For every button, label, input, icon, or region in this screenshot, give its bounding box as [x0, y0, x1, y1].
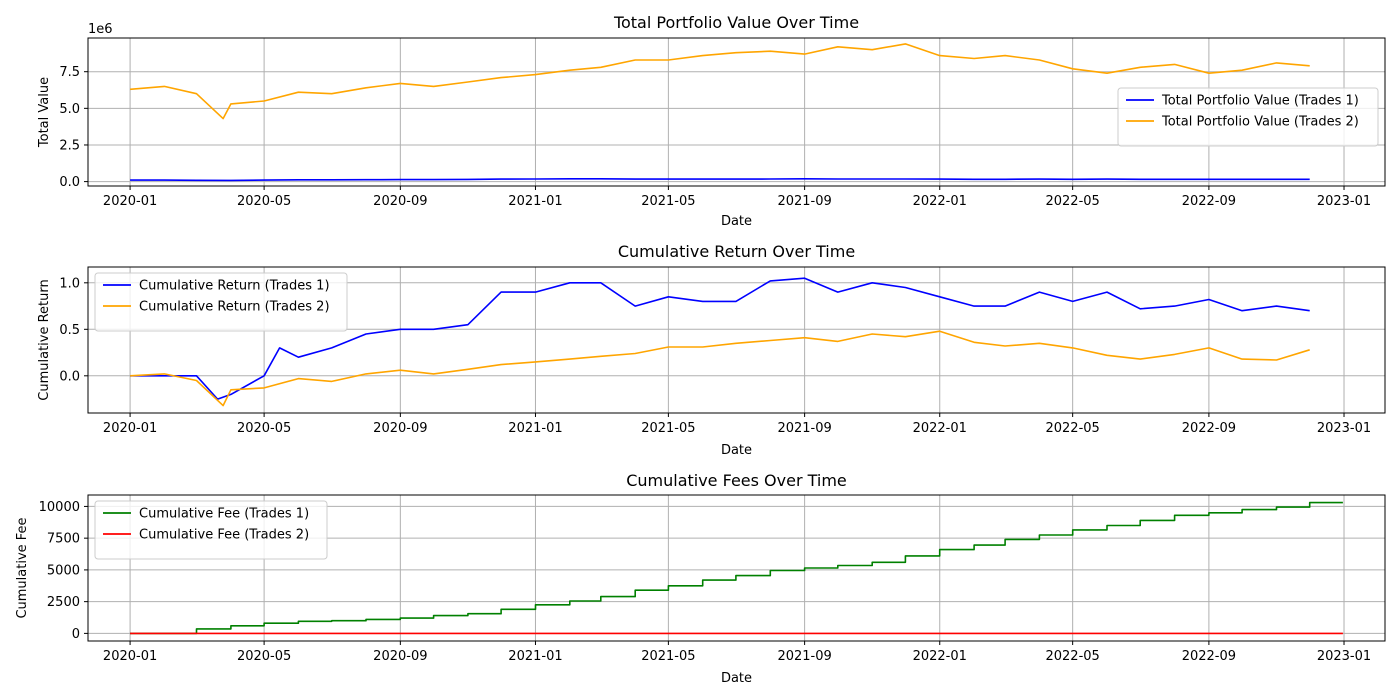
y-tick-label: 2.5: [59, 138, 80, 153]
x-tick-label: 2021-05: [641, 421, 695, 436]
chart-title: Cumulative Return Over Time: [618, 242, 855, 261]
subplot-cumulative-fees: Cumulative Fees Over Time 2020-01 2020-05…: [15, 471, 1386, 686]
y-tick-label: 7.5: [59, 65, 80, 80]
series-line-1: [130, 277, 1310, 400]
x-tick-label: 2021-05: [641, 649, 695, 664]
legend: Cumulative Return (Trades 1) Cumulative R…: [94, 272, 348, 332]
legend: Cumulative Fee (Trades 1) Cumulative Fee …: [94, 500, 328, 560]
y-ticks: 0 2500 5000 7500 10000: [39, 500, 88, 642]
y-tick-label: 5000: [47, 563, 80, 578]
x-axis-label: Date: [721, 214, 752, 229]
y-tick-label: 0.0: [59, 369, 80, 384]
x-tick-label: 2022-05: [1045, 194, 1099, 209]
y-ticks: 0.0 2.5 5.0 7.5: [59, 65, 88, 190]
x-tick-label: 2023-01: [1317, 194, 1371, 209]
y-tick-label: 0: [72, 627, 80, 642]
series-line-1: [130, 178, 1310, 182]
legend-box: [94, 500, 328, 560]
x-tick-label: 2023-01: [1317, 421, 1371, 436]
chart-title: Cumulative Fees Over Time: [626, 471, 847, 490]
legend-label: Cumulative Return (Trades 2): [139, 300, 330, 315]
series-line-2: [130, 330, 1310, 407]
x-tick-label: 2020-05: [237, 194, 291, 209]
chart-title: Total Portfolio Value Over Time: [613, 13, 859, 32]
series-line-2: [130, 43, 1310, 120]
x-tick-label: 2022-09: [1182, 421, 1236, 436]
axes-frame: [87, 494, 1386, 642]
y-offset-text: 1e6: [88, 22, 113, 37]
x-ticks: 2020-01 2020-05 2020-09 2021-01 2021-05 2021-…: [103, 413, 1371, 436]
x-tick-label: 2023-01: [1317, 649, 1371, 664]
y-tick-label: 0.5: [59, 323, 80, 338]
series-lines: [130, 277, 1310, 407]
x-tick-label: 2020-05: [237, 421, 291, 436]
legend-label: Total Portfolio Value (Trades 1): [1161, 94, 1359, 109]
x-tick-label: 2020-09: [373, 194, 427, 209]
y-tick-label: 10000: [39, 500, 80, 515]
x-tick-label: 2021-01: [508, 194, 562, 209]
x-tick-label: 2022-09: [1182, 649, 1236, 664]
x-tick-label: 2021-01: [508, 649, 562, 664]
legend-box: [1117, 87, 1379, 147]
axes-frame: [87, 37, 1386, 187]
y-tick-label: 5.0: [59, 102, 80, 117]
series-line-1: [130, 501, 1343, 635]
legend-box: [94, 272, 348, 332]
legend: Total Portfolio Value (Trades 1) Total Po…: [1117, 87, 1379, 147]
legend-label: Cumulative Fee (Trades 1): [139, 507, 309, 522]
legend-label: Cumulative Fee (Trades 2): [139, 528, 309, 543]
subplot-total-portfolio-value: Total Portfolio Value Over Time 1e6 2020…: [37, 13, 1386, 229]
x-ticks: 2020-01 2020-05 2020-09 2021-01 2021-05 2021-…: [103, 641, 1371, 664]
x-tick-label: 2020-09: [373, 649, 427, 664]
y-tick-label: 2500: [47, 595, 80, 610]
legend-label: Cumulative Return (Trades 1): [139, 279, 330, 294]
y-tick-label: 1.0: [59, 276, 80, 291]
y-axis-label: Cumulative Fee: [15, 517, 30, 618]
x-tick-label: 2021-09: [777, 194, 831, 209]
x-tick-label: 2020-05: [237, 649, 291, 664]
x-tick-label: 2022-01: [913, 421, 967, 436]
x-tick-label: 2021-05: [641, 194, 695, 209]
x-ticks: 2020-01 2020-05 2020-09 2021-01 2021-05 2021-…: [103, 186, 1371, 209]
x-tick-label: 2020-01: [103, 649, 157, 664]
x-tick-label: 2020-01: [103, 421, 157, 436]
y-axis-label: Cumulative Return: [37, 279, 52, 400]
x-tick-label: 2021-09: [777, 649, 831, 664]
y-tick-label: 7500: [47, 532, 80, 547]
series-lines: [130, 501, 1343, 635]
x-tick-label: 2022-09: [1182, 194, 1236, 209]
x-tick-label: 2022-01: [913, 194, 967, 209]
y-ticks: 0.0 0.5 1.0: [59, 276, 88, 384]
x-tick-label: 2021-01: [508, 421, 562, 436]
axes-frame: [87, 266, 1386, 414]
x-tick-label: 2022-05: [1045, 421, 1099, 436]
y-tick-label: 0.0: [59, 175, 80, 190]
y-axis-label: Total Value: [37, 77, 52, 148]
series-lines: [130, 43, 1310, 182]
x-tick-label: 2021-09: [777, 421, 831, 436]
legend-label: Total Portfolio Value (Trades 2): [1161, 115, 1359, 130]
x-tick-label: 2022-01: [913, 649, 967, 664]
x-tick-label: 2022-05: [1045, 649, 1099, 664]
x-axis-label: Date: [721, 671, 752, 686]
x-tick-label: 2020-01: [103, 194, 157, 209]
x-tick-label: 2020-09: [373, 421, 427, 436]
subplot-cumulative-return: Cumulative Return Over Time 2020-01 2020-…: [37, 242, 1386, 458]
x-axis-label: Date: [721, 443, 752, 458]
